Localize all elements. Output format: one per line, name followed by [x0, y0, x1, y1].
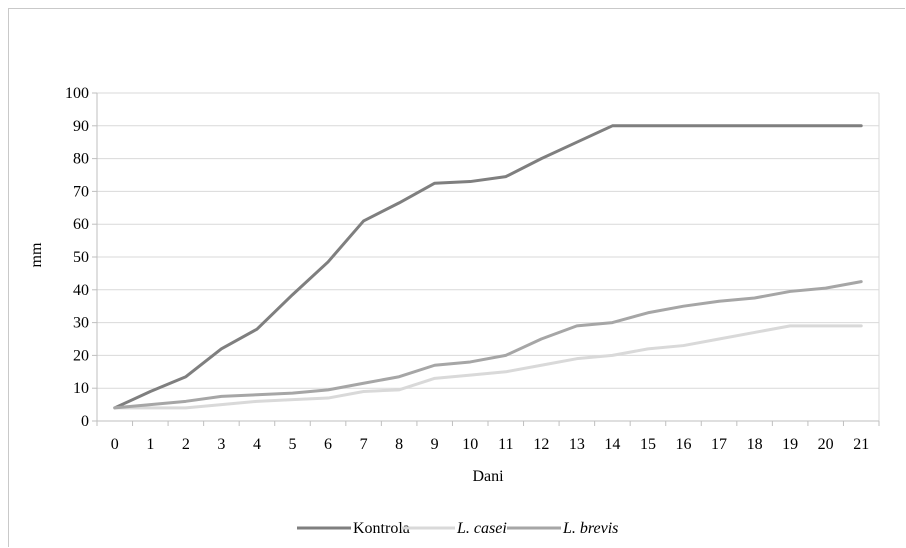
x-tick-label: 21	[853, 436, 869, 453]
y-tick-label: 50	[73, 249, 89, 266]
chart-frame: 0 10 20 30 40 50 60 70 80 90 100 0 1 2 3 4 5 6 7 8 9 10 11 12 1…	[8, 8, 905, 547]
x-tick-label: 8	[395, 436, 403, 453]
x-tick-label: 3	[217, 436, 225, 453]
series-line-kontrola	[113, 124, 863, 410]
y-axis-title: mm	[28, 242, 45, 267]
series-line-l-casei	[113, 324, 863, 410]
x-tick-label: 0	[111, 436, 119, 453]
y-tick-label: 70	[73, 183, 89, 200]
x-tick-label: 4	[253, 436, 261, 453]
x-tick-labels: 0 1 2 3 4 5 6 7 8 9 10 11 12 13 14 15 16 17 18 19 20 21	[111, 436, 869, 453]
x-tick-label: 17	[711, 436, 727, 453]
y-tick-label: 0	[81, 413, 89, 430]
series-line-l-brevis	[113, 280, 863, 410]
x-tick-label: 7	[360, 436, 368, 453]
y-tick-label: 10	[73, 380, 89, 397]
y-tick-labels: 0 10 20 30 40 50 60 70 80 90 100	[65, 85, 89, 430]
y-tick-label: 20	[73, 347, 89, 364]
x-tick-label: 10	[462, 436, 478, 453]
x-tick-label: 5	[289, 436, 297, 453]
series-lines	[113, 124, 863, 410]
y-tick-label: 90	[73, 118, 89, 135]
x-tick-label: 6	[324, 436, 332, 453]
y-tick-label: 100	[65, 85, 89, 102]
legend-label: Kontrola	[353, 520, 410, 537]
legend-label: L. casei	[456, 520, 507, 537]
x-tick-label: 2	[182, 436, 190, 453]
y-tick-label: 30	[73, 315, 89, 332]
axes	[92, 92, 880, 426]
x-tick-label: 11	[498, 436, 513, 453]
x-tick-label: 19	[782, 436, 798, 453]
legend: Kontrola L. casei L. brevis	[297, 520, 618, 537]
y-tick-label: 60	[73, 216, 89, 233]
gridlines	[97, 92, 880, 421]
x-tick-label: 20	[818, 436, 834, 453]
x-tick-label: 13	[569, 436, 585, 453]
x-axis-title: Dani	[472, 468, 504, 485]
x-tick-label: 18	[747, 436, 763, 453]
x-tick-label: 14	[604, 436, 620, 453]
y-tick-label: 80	[73, 151, 89, 168]
x-tick-label: 12	[533, 436, 549, 453]
x-tick-label: 15	[640, 436, 656, 453]
y-tick-label: 40	[73, 282, 89, 299]
x-tick-label: 9	[431, 436, 439, 453]
x-tick-label: 16	[676, 436, 692, 453]
legend-label: L. brevis	[562, 520, 618, 537]
x-tick-label: 1	[146, 436, 154, 453]
